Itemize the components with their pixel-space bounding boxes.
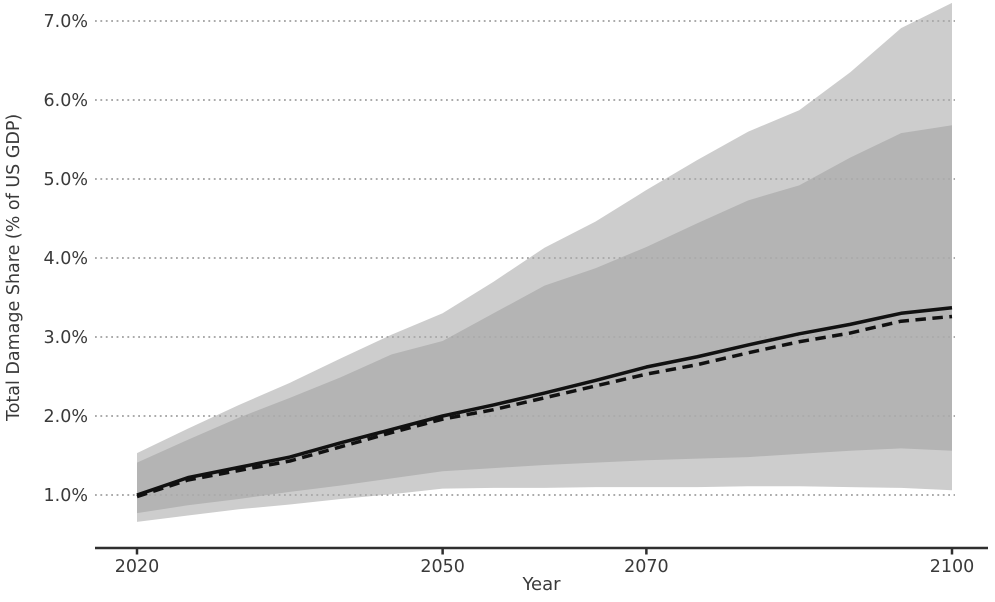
y-tick-label-1.0%: 1.0%: [44, 486, 88, 506]
y-tick-label-4.0%: 4.0%: [44, 249, 88, 269]
x-tick-label-2070: 2070: [624, 557, 669, 577]
inner-uncertainty-band: [137, 125, 952, 514]
y-tick-label-6.0%: 6.0%: [44, 91, 88, 111]
y-tick-label-2.0%: 2.0%: [44, 407, 88, 427]
x-tick-label-2050: 2050: [420, 557, 465, 577]
alternative-estimate-dashed-line: [136, 314, 953, 499]
y-axis-title: Total Damage Share (% of US GDP): [4, 113, 24, 422]
y-tick-label-3.0%: 3.0%: [44, 328, 88, 348]
central-estimate-solid-line: [136, 306, 953, 497]
x-tick-label-2020: 2020: [115, 557, 160, 577]
x-axis-title: Year: [522, 574, 561, 595]
y-tick-label-7.0%: 7.0%: [44, 12, 88, 32]
x-tick-label-2100: 2100: [930, 557, 975, 577]
y-tick-label-5.0%: 5.0%: [44, 170, 88, 190]
